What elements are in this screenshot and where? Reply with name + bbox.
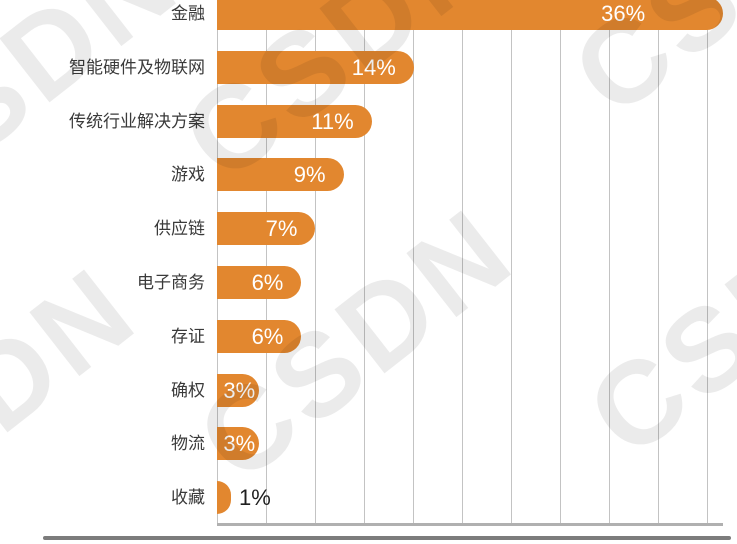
x-axis-line bbox=[217, 523, 723, 526]
category-label: 物流 bbox=[171, 434, 205, 454]
bar: 7% bbox=[217, 212, 316, 246]
bar: 14% bbox=[217, 50, 414, 84]
bar-row: 物流 3% bbox=[0, 427, 737, 461]
category-label: 供应链 bbox=[154, 219, 205, 239]
value-label: 6% bbox=[251, 270, 284, 295]
gridline bbox=[511, 0, 512, 523]
category-label: 智能硬件及物联网 bbox=[69, 57, 205, 77]
bar: 11% bbox=[217, 104, 372, 138]
gridline bbox=[658, 0, 659, 523]
category-label: 收藏 bbox=[171, 488, 205, 508]
category-label: 存证 bbox=[171, 326, 205, 346]
bar: 6% bbox=[217, 266, 302, 299]
bar: 3% bbox=[217, 427, 260, 461]
bar: 6% bbox=[217, 319, 302, 353]
value-label: 14% bbox=[351, 54, 396, 80]
gridline bbox=[364, 0, 365, 523]
bar-row: 游戏 9% bbox=[0, 158, 737, 192]
bar-row: 智能硬件及物联网 14% bbox=[0, 50, 737, 84]
gridline bbox=[266, 0, 267, 523]
bar: 9% bbox=[217, 158, 344, 192]
bar-row: 金融 36% bbox=[0, 0, 737, 30]
bar: 36% bbox=[217, 0, 724, 30]
bar-row: 传统行业解决方案 11% bbox=[0, 104, 737, 138]
category-label: 确权 bbox=[171, 380, 205, 400]
bottom-rule bbox=[43, 536, 731, 540]
gridline bbox=[413, 0, 414, 523]
value-label: 9% bbox=[293, 162, 326, 188]
bar-row: 收藏 1% bbox=[0, 481, 737, 515]
bar-row: 存证 6% bbox=[0, 319, 737, 353]
category-label: 传统行业解决方案 bbox=[69, 111, 205, 131]
category-label: 游戏 bbox=[171, 165, 205, 185]
value-label: 6% bbox=[251, 323, 284, 349]
value-label: 1% bbox=[239, 485, 271, 511]
bar: 3% bbox=[217, 373, 260, 407]
gridline bbox=[315, 0, 316, 523]
bar-row: 供应链 7% bbox=[0, 212, 737, 246]
gridline bbox=[462, 0, 463, 523]
bar bbox=[217, 481, 232, 515]
gridline bbox=[217, 0, 218, 523]
gridline bbox=[707, 0, 708, 523]
bar-row: 电子商务 6% bbox=[0, 266, 737, 299]
value-label: 11% bbox=[311, 108, 354, 134]
value-label: 3% bbox=[223, 431, 256, 457]
bar-row: 确权 3% bbox=[0, 373, 737, 407]
value-label: 7% bbox=[265, 216, 298, 242]
category-label: 电子商务 bbox=[137, 273, 205, 292]
gridline bbox=[560, 0, 561, 523]
gridline bbox=[609, 0, 610, 523]
value-label: 36% bbox=[601, 1, 646, 26]
category-label: 金融 bbox=[171, 4, 205, 23]
value-label: 3% bbox=[223, 377, 256, 403]
